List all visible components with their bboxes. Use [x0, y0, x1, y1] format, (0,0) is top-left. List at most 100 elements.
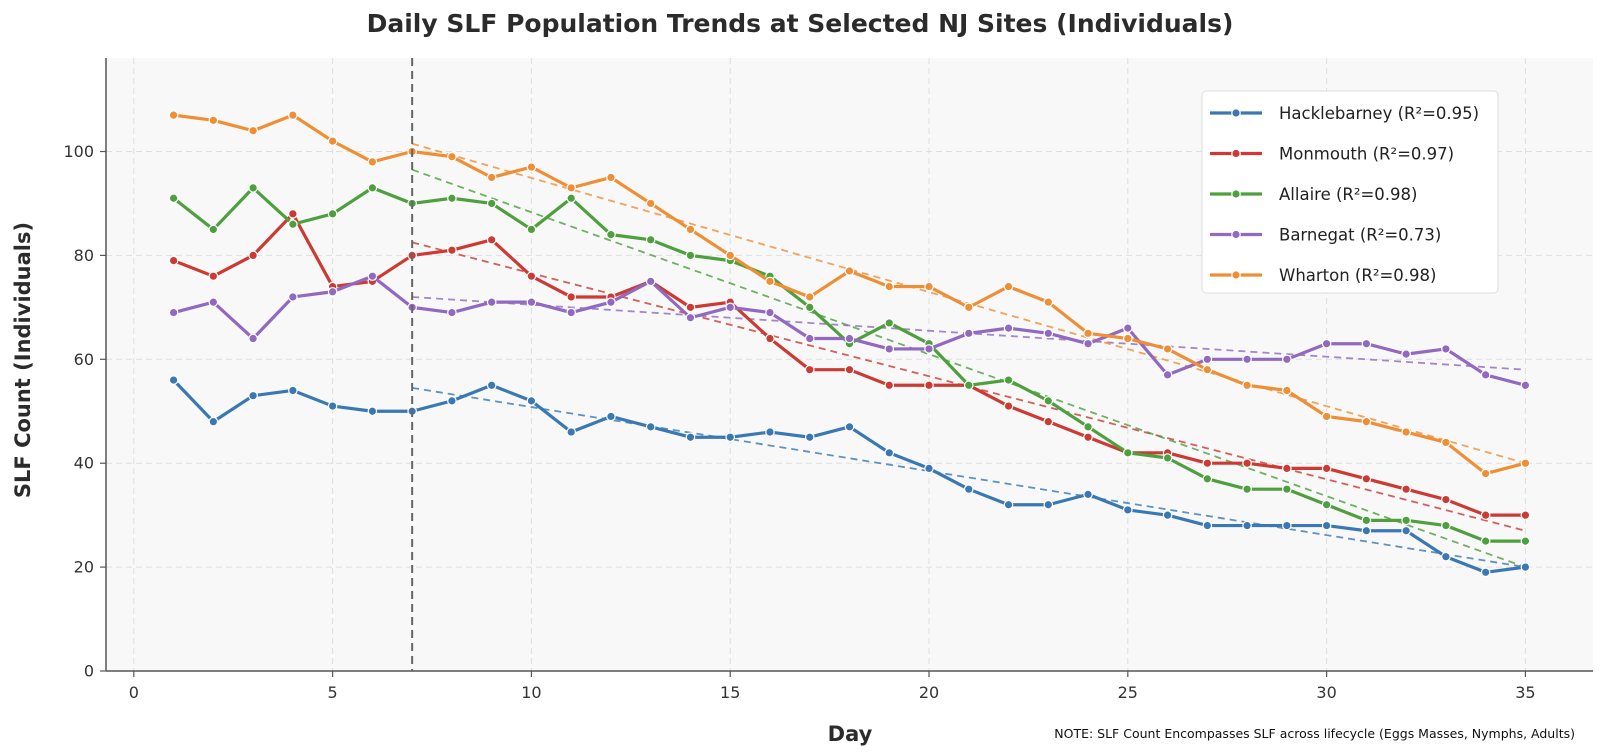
x-tick-label: 15	[720, 683, 740, 702]
data-point	[1043, 396, 1054, 406]
legend-item-allaire: Allaire (R²=0.98)	[1210, 185, 1418, 204]
data-point	[1043, 499, 1054, 510]
data-point	[208, 115, 219, 126]
data-point	[367, 157, 378, 167]
x-tick-label: 20	[919, 683, 939, 702]
data-point	[844, 333, 855, 344]
legend-item-monmouth: Monmouth (R²=0.97)	[1210, 145, 1454, 164]
chart-title: Daily SLF Population Trends at Selected …	[367, 9, 1234, 38]
data-point	[1480, 370, 1491, 380]
data-point	[963, 380, 974, 391]
data-point	[447, 193, 457, 204]
data-point	[1083, 422, 1093, 432]
x-tick-label: 5	[328, 683, 338, 702]
data-point	[924, 463, 934, 474]
data-point	[1321, 499, 1332, 510]
data-point	[447, 307, 457, 318]
x-tick-label: 35	[1515, 683, 1535, 702]
data-point	[1162, 510, 1173, 520]
data-point	[685, 432, 696, 443]
data-point	[924, 344, 934, 354]
data-point	[367, 406, 378, 417]
axes: 0 20 40 60 80 100 0 5 10 15 20 25 30 35	[63, 58, 1593, 702]
data-point	[367, 183, 378, 193]
data-point	[288, 292, 298, 302]
data-point	[168, 307, 179, 318]
data-point	[1003, 323, 1014, 333]
data-point	[1441, 551, 1451, 562]
data-point	[1083, 338, 1093, 349]
data-point	[248, 390, 258, 401]
data-series	[168, 110, 1531, 578]
data-point	[1202, 354, 1213, 365]
data-point	[1123, 448, 1133, 458]
data-point	[1083, 432, 1093, 443]
y-tick-label: 80	[74, 246, 94, 265]
data-point	[645, 235, 656, 245]
data-point	[168, 110, 179, 120]
data-point	[208, 224, 219, 235]
data-point	[765, 427, 775, 437]
data-point	[1043, 416, 1054, 427]
data-point	[1361, 338, 1372, 349]
data-point	[645, 198, 656, 209]
y-tick-label: 0	[84, 662, 94, 681]
data-point	[1282, 385, 1292, 396]
data-point	[844, 422, 855, 432]
data-point	[447, 151, 457, 162]
data-point	[1401, 484, 1411, 494]
data-point	[288, 219, 298, 230]
data-point	[765, 307, 775, 318]
data-point	[1321, 463, 1332, 474]
data-point	[804, 364, 815, 375]
data-point	[1321, 411, 1332, 422]
data-point	[1202, 364, 1213, 375]
data-point	[327, 286, 338, 297]
data-point	[1202, 520, 1213, 531]
data-point	[606, 229, 616, 240]
data-point	[566, 183, 576, 193]
data-point	[248, 250, 258, 261]
data-point	[685, 312, 696, 323]
data-point	[248, 333, 258, 344]
data-point	[327, 209, 338, 219]
data-point	[645, 422, 656, 432]
data-point	[685, 302, 696, 313]
data-point	[1520, 510, 1531, 520]
data-point	[1083, 489, 1093, 500]
trend-line-hacklebarney	[412, 386, 1526, 568]
data-point	[804, 302, 815, 313]
data-point	[1003, 375, 1014, 385]
y-tick-label: 40	[74, 454, 94, 473]
data-point	[1162, 453, 1173, 463]
data-point	[526, 162, 537, 172]
legend: Hacklebarney (R²=0.95) Monmouth (R²=0.97)…	[1201, 90, 1499, 294]
data-point	[566, 193, 576, 204]
data-point	[1043, 297, 1054, 307]
data-point	[1321, 338, 1332, 349]
data-point	[963, 328, 974, 339]
legend-label: Hacklebarney (R²=0.95)	[1279, 104, 1479, 123]
data-point	[486, 172, 497, 183]
data-point	[1242, 520, 1252, 531]
data-point	[1123, 333, 1133, 344]
data-point	[1520, 536, 1531, 546]
data-point	[248, 183, 258, 193]
data-point	[606, 411, 616, 422]
series-hacklebarney	[168, 375, 1531, 578]
data-point	[765, 333, 775, 344]
series-monmouth	[168, 209, 1531, 520]
data-point	[804, 292, 815, 302]
data-point	[1202, 473, 1213, 484]
x-tick-label: 0	[129, 683, 139, 702]
data-point	[1242, 484, 1252, 494]
trend-line-allaire	[411, 168, 1526, 568]
data-point	[168, 193, 179, 204]
data-point	[606, 172, 616, 183]
data-point	[1282, 354, 1292, 365]
data-point	[725, 302, 736, 313]
data-point	[526, 297, 537, 307]
data-point	[1282, 520, 1292, 531]
data-point	[566, 427, 576, 437]
